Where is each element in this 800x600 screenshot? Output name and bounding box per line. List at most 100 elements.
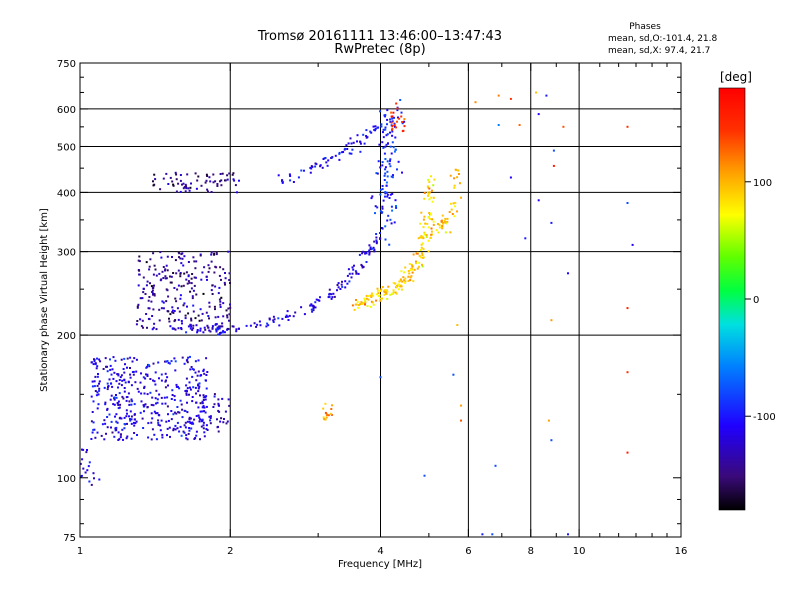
data-point — [214, 308, 216, 311]
data-point — [494, 464, 497, 467]
data-point — [110, 394, 113, 397]
data-point — [346, 274, 349, 277]
data-point — [175, 272, 178, 275]
data-point — [379, 232, 381, 234]
data-point — [372, 246, 375, 249]
data-point — [149, 282, 151, 285]
data-point — [390, 205, 393, 208]
data-point — [154, 383, 157, 386]
data-point — [272, 315, 275, 318]
data-point — [220, 184, 223, 187]
data-point — [385, 134, 388, 137]
data-point — [97, 403, 100, 406]
data-point — [169, 435, 171, 438]
data-point — [216, 185, 219, 187]
data-point — [491, 533, 494, 536]
data-point — [177, 251, 180, 254]
data-point — [352, 141, 355, 144]
data-point — [626, 451, 629, 454]
data-point — [385, 292, 388, 295]
data-point — [154, 412, 157, 415]
data-point — [195, 392, 197, 395]
data-point — [174, 328, 177, 331]
data-point — [135, 358, 138, 361]
data-point — [198, 416, 201, 419]
data-point — [380, 227, 383, 229]
data-point — [390, 222, 393, 225]
data-point — [221, 172, 224, 175]
data-point — [181, 408, 184, 411]
data-point — [148, 307, 151, 310]
data-point — [217, 328, 220, 331]
data-point — [216, 426, 219, 429]
data-point — [253, 322, 256, 325]
data-point — [224, 272, 226, 274]
data-point — [171, 180, 174, 183]
data-point — [384, 191, 387, 193]
data-point — [115, 380, 118, 383]
data-point — [303, 169, 305, 172]
data-point — [138, 273, 141, 276]
data-point — [222, 421, 225, 424]
data-point — [424, 233, 427, 236]
data-point — [372, 294, 375, 297]
data-point — [376, 172, 379, 175]
data-point — [218, 274, 221, 277]
data-point — [197, 384, 199, 387]
data-point — [139, 381, 142, 384]
data-point — [317, 299, 320, 302]
data-point — [356, 140, 358, 143]
data-point — [382, 146, 385, 149]
data-point — [91, 411, 94, 413]
data-point — [310, 165, 313, 168]
data-point — [179, 297, 182, 300]
data-point — [109, 364, 112, 367]
data-point — [90, 361, 93, 364]
data-point — [160, 256, 163, 259]
data-point — [363, 297, 366, 300]
data-point — [159, 424, 162, 427]
data-point — [400, 111, 403, 114]
data-point — [188, 381, 191, 384]
data-point — [384, 158, 387, 160]
data-point — [186, 411, 189, 414]
data-point — [428, 198, 431, 201]
data-point — [330, 413, 333, 416]
data-point — [411, 265, 414, 268]
data-point — [218, 327, 221, 330]
data-point — [364, 300, 367, 303]
data-point — [427, 216, 430, 219]
data-point — [341, 280, 343, 283]
data-point — [158, 377, 160, 380]
data-point — [162, 307, 165, 310]
data-point — [451, 213, 454, 215]
data-point — [199, 410, 202, 413]
data-point — [374, 205, 377, 208]
data-point — [456, 210, 458, 213]
data-point — [158, 414, 161, 417]
data-point — [314, 162, 317, 165]
data-point — [203, 372, 206, 375]
data-point — [152, 180, 154, 183]
data-point — [189, 290, 192, 293]
data-point — [416, 267, 419, 270]
data-point — [381, 207, 384, 210]
data-point — [106, 416, 109, 418]
data-point — [134, 381, 137, 384]
data-point — [202, 427, 205, 430]
data-point — [427, 193, 430, 195]
data-point — [245, 324, 248, 327]
data-point — [186, 438, 189, 441]
data-point — [409, 279, 412, 282]
data-point — [149, 391, 152, 394]
data-point — [389, 120, 392, 123]
data-point — [422, 256, 425, 259]
data-point — [92, 400, 95, 403]
data-point — [145, 284, 148, 287]
data-point — [139, 318, 142, 321]
data-point — [289, 175, 292, 177]
data-point — [152, 184, 155, 187]
data-point — [218, 410, 221, 413]
data-point — [422, 226, 425, 229]
